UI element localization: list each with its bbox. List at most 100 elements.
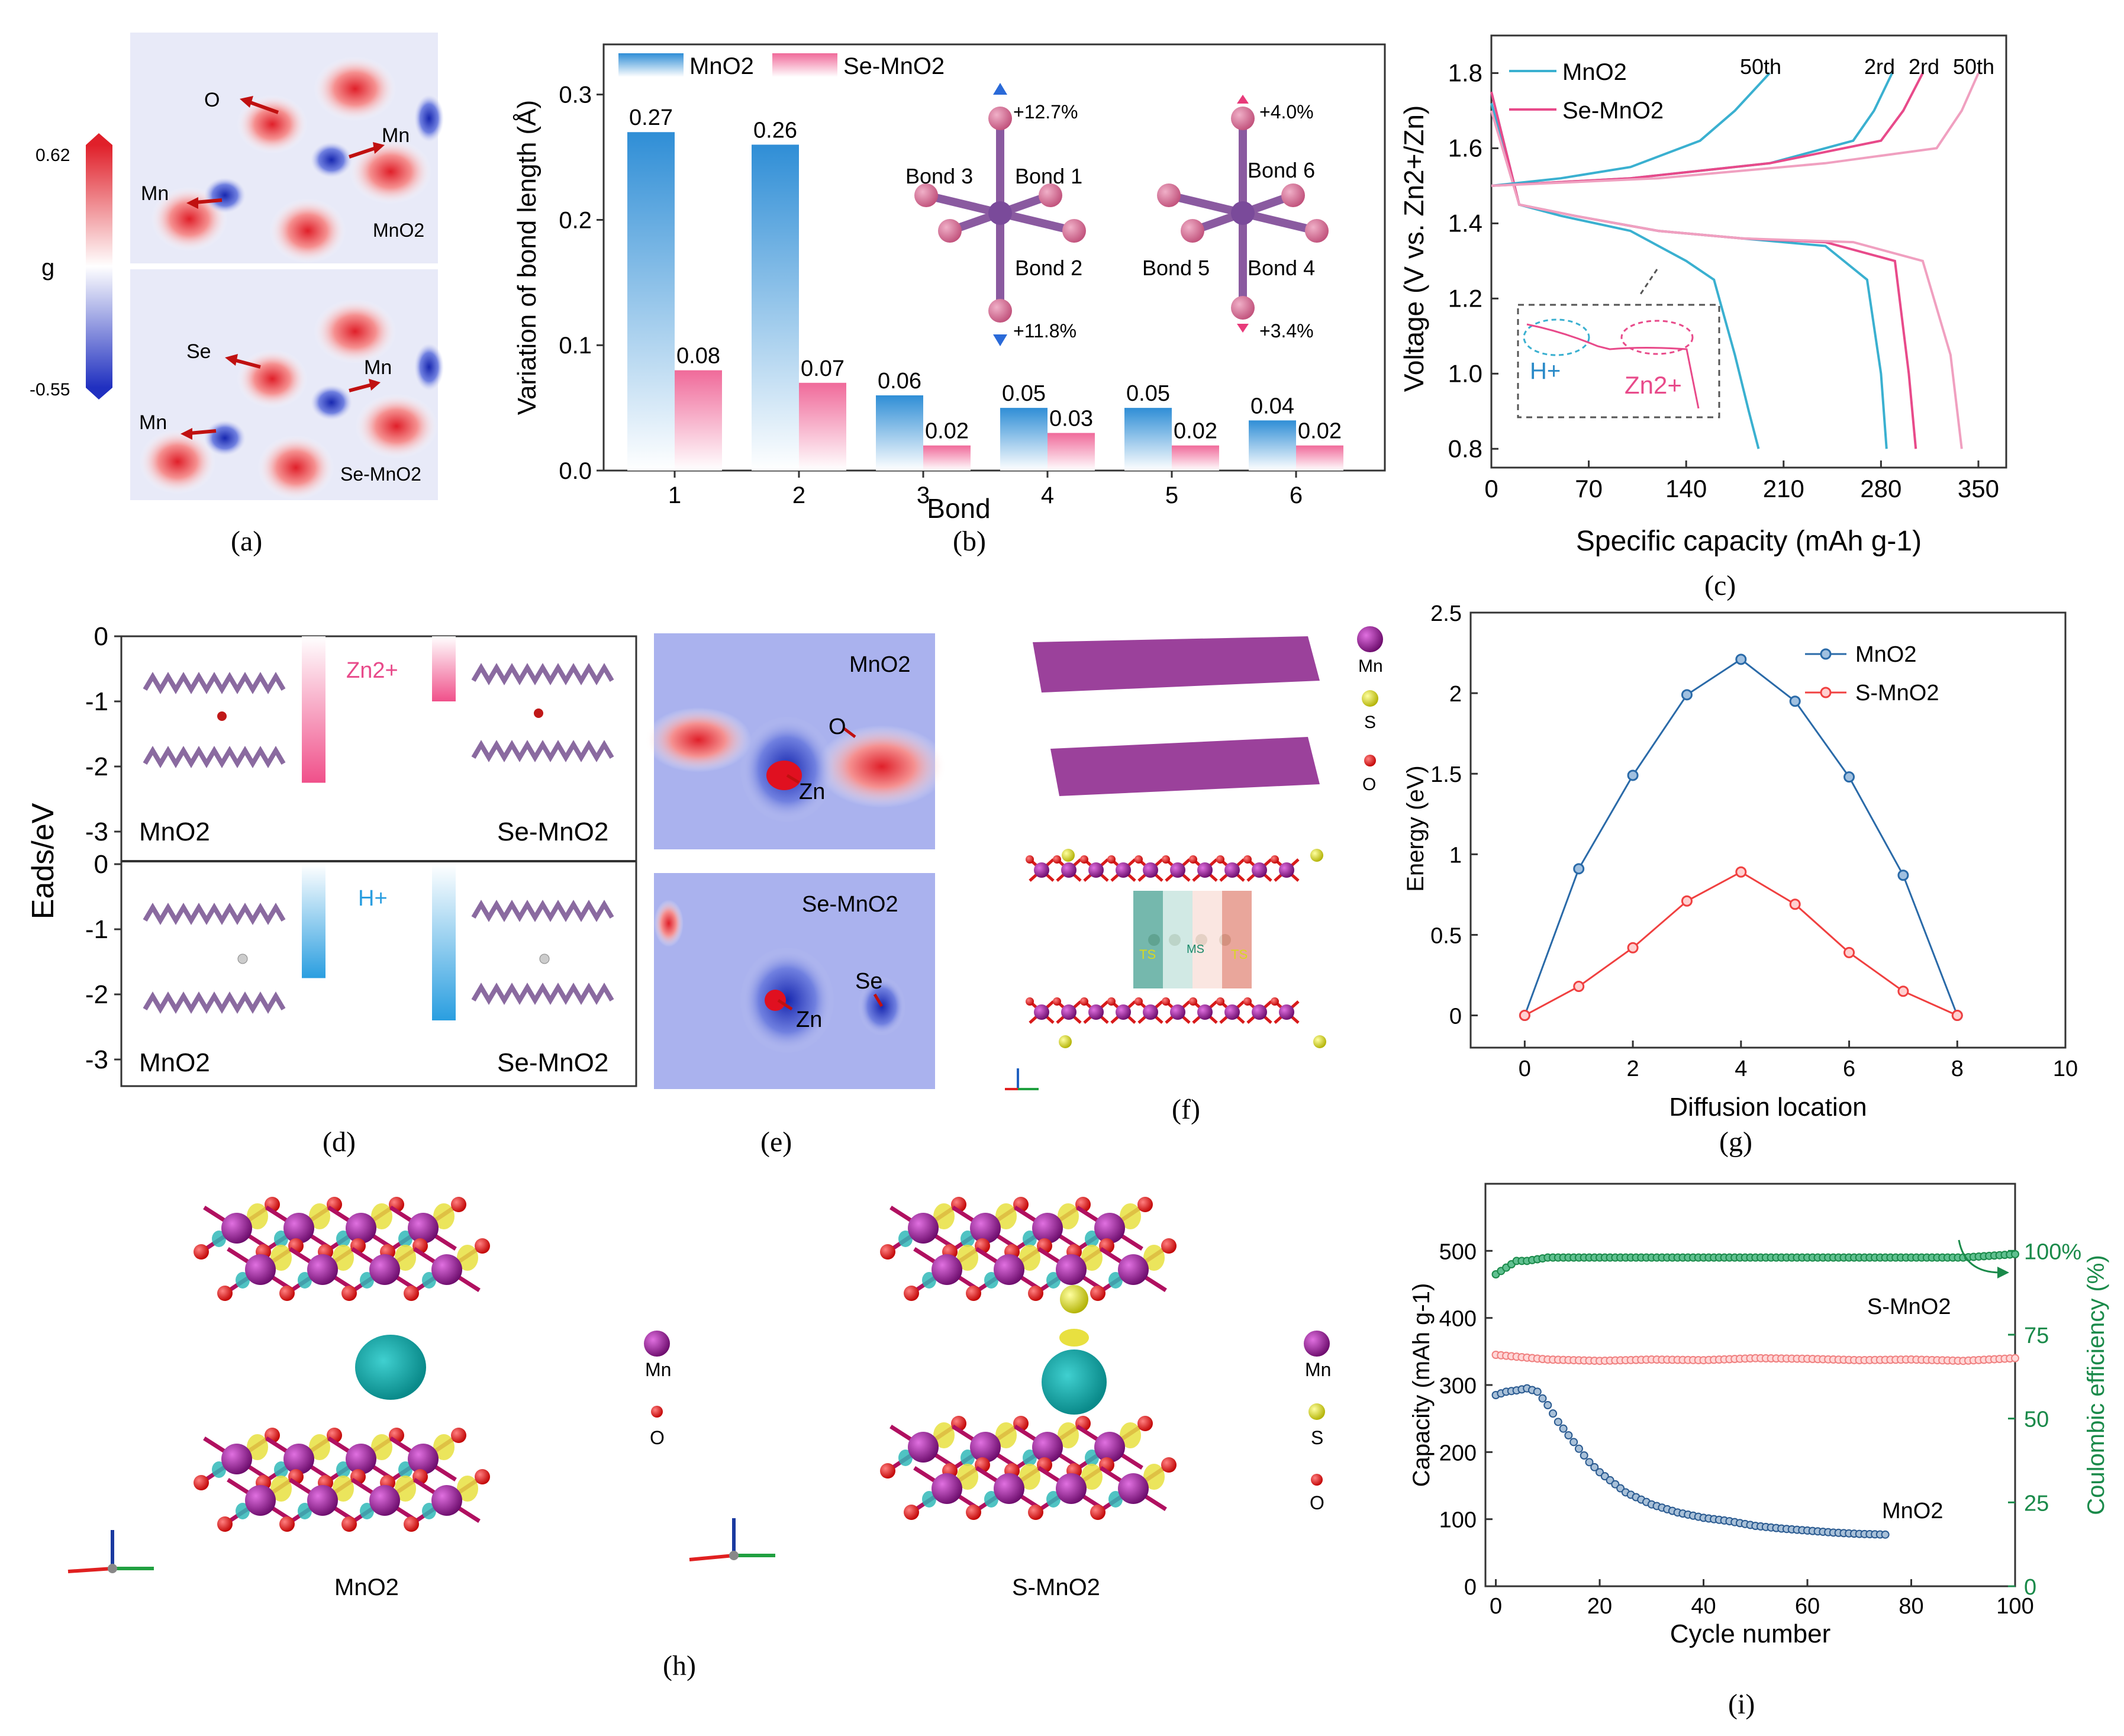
f-layer-bottom-mn-6 — [1197, 1004, 1213, 1020]
h-right-top-charge-c-4 — [922, 1272, 936, 1289]
c-curve-4 — [1490, 110, 1963, 449]
g-legend-mno2: MnO2 — [1855, 642, 1916, 667]
g-ytick-0: 0 — [1449, 1004, 1462, 1029]
f-layer-top-o-5 — [1162, 855, 1170, 864]
h-right-zn-charge — [1042, 1349, 1107, 1415]
i-xtick-5: 100 — [1996, 1594, 2033, 1619]
b-xtick-6: 6 — [1290, 482, 1303, 508]
h-left-bottom-charge-y-4 — [270, 1476, 292, 1502]
annot-bond-2: Bond 2 — [1015, 256, 1082, 280]
f-layer-top-mn-5 — [1170, 862, 1185, 878]
h-left-bottom-mn-7 — [431, 1485, 462, 1516]
panel-a-label-mn-2: Mn — [141, 182, 169, 205]
bar-label-se-mno2-6: 0.02 — [1298, 419, 1342, 444]
h-right-top-mn-3 — [1094, 1213, 1125, 1244]
bar-label-se-mno2-5: 0.02 — [1174, 419, 1217, 444]
h-right-top-mn-2 — [1032, 1213, 1063, 1244]
h-right-top-charge-c-2 — [1023, 1231, 1037, 1247]
d-bar-zn-se-mno2 — [432, 636, 456, 701]
h-left-bottom-o1-5 — [279, 1516, 295, 1532]
bar-se-mno2-5 — [1172, 445, 1219, 471]
annot-bond-1: Bond 1 — [1015, 164, 1082, 188]
f-layer-bottom-mn-7 — [1224, 1004, 1240, 1020]
d-ytick-bottom-2: -2 — [85, 980, 108, 1009]
d-ytick-top-1: -1 — [85, 687, 108, 716]
i-mno2-point-19 — [1590, 1463, 1599, 1471]
panel-a-label-se-mno2: Se-MnO2 — [340, 463, 421, 485]
c-legend-mno2: MnO2 — [1562, 59, 1627, 85]
h-right-top-o1-4 — [904, 1286, 919, 1301]
panel-b-axes: 1 2 3 4 5 6 0.0 0.1 0.2 0.3 Bond Variation of bond … — [513, 82, 1303, 524]
h-right-bottom-charge-c-3 — [1085, 1450, 1099, 1466]
h-left-bottom-charge-y-1 — [309, 1434, 330, 1460]
d-label-bottom-right: Se-MnO2 — [497, 1048, 608, 1077]
h-right-top-mn-7 — [1118, 1254, 1149, 1285]
h-right-bottom-charge-y-1 — [995, 1422, 1017, 1448]
panel-f-ts-2: TS — [1231, 947, 1248, 962]
panel-b-legend-swatch-se — [772, 53, 837, 77]
f-s-atom-1 — [1310, 849, 1323, 862]
h-left-top-o1-6 — [341, 1286, 357, 1301]
f-layer-bottom-mn-1 — [1061, 1004, 1076, 1020]
bar-label-mno2-4: 0.05 — [1002, 381, 1046, 406]
h-left-top-charge-y-6 — [395, 1245, 416, 1271]
bar-label-se-mno2-2: 0.07 — [801, 356, 845, 381]
panel-a-label-mn-3: Mn — [364, 356, 392, 379]
h-right-top-charge-c-3 — [1085, 1231, 1099, 1247]
f-layer-top-mn-9 — [1279, 862, 1294, 878]
panel-label-c: (c) — [1704, 570, 1736, 601]
g-point-2-0 — [1519, 1010, 1530, 1022]
colorbar-label: g — [41, 255, 54, 281]
h-left-top-charge-c-6 — [360, 1272, 374, 1289]
d-label-bottom-left: MnO2 — [139, 1048, 210, 1077]
panel-h-legend-right-o: O — [1310, 1492, 1324, 1513]
h-right-top-charge-y-1 — [995, 1203, 1017, 1229]
h-right-bottom-mn-6 — [1056, 1473, 1087, 1504]
d-ytick-bottom-3: -3 — [85, 1045, 108, 1074]
h-right-bottom-charge-y-7 — [1143, 1464, 1165, 1490]
h-left-top-charge-y-0 — [247, 1203, 268, 1229]
i-mno2-point-14 — [1564, 1431, 1573, 1439]
h-right-bottom-charge-c-5 — [984, 1491, 998, 1508]
b-ytick-3: 0.3 — [559, 82, 592, 108]
g-point-1-5 — [1789, 695, 1801, 707]
i-xlabel: Cycle number — [1670, 1619, 1830, 1648]
h-right-top-o2-3 — [1137, 1197, 1153, 1212]
i-ytick-2: 200 — [1439, 1441, 1477, 1466]
h-right-s-charge — [1059, 1329, 1089, 1347]
panel-f-legend-s: S — [1364, 713, 1376, 732]
c-frame — [1490, 34, 2007, 469]
panel-label-b: (b) — [953, 526, 986, 557]
panel-b-legend-se: Se-MnO2 — [843, 53, 945, 79]
h-left-bottom-mn-6 — [369, 1485, 400, 1516]
h-left-top-o2-7 — [475, 1238, 490, 1254]
c-xtick-2: 140 — [1665, 475, 1707, 503]
c-ytick-0: 0.8 — [1448, 434, 1482, 462]
h-left-bottom-charge-c-3 — [398, 1461, 412, 1478]
i-mno2-point-15 — [1569, 1438, 1578, 1447]
b-xtick-3: 3 — [917, 482, 930, 508]
panel-f-slab-2 — [1050, 737, 1320, 796]
g-ytick-5: 2.5 — [1430, 601, 1462, 626]
c-inset-curve — [1526, 323, 1700, 409]
panel-e-label-zn-2: Zn — [796, 1007, 822, 1032]
g-xtick-4: 8 — [1951, 1057, 1964, 1081]
h-right-top-charge-y-3 — [1120, 1203, 1141, 1229]
bar-label-mno2-5: 0.05 — [1126, 381, 1170, 406]
h-right-bottom-o2-7 — [1161, 1457, 1177, 1473]
f-s-atom-0 — [1062, 849, 1075, 862]
panel-h-legend-left-o: O — [650, 1427, 665, 1448]
i-annot-s-mno2: S-MnO2 — [1867, 1294, 1951, 1319]
h-right-top-o1-0 — [880, 1244, 895, 1260]
b-ytick-2: 0.2 — [559, 207, 592, 233]
f-s-atom-2 — [1059, 1035, 1072, 1048]
h-left-bottom-mn-0 — [221, 1444, 252, 1474]
bar-se-mno2-6 — [1296, 445, 1343, 471]
h-left-bottom-mn-4 — [245, 1485, 276, 1516]
h-left-bottom-charge-y-3 — [433, 1434, 455, 1460]
c-xtick-1: 70 — [1575, 475, 1603, 503]
d-struct-6 — [143, 991, 286, 1014]
h-left-bottom-charge-y-5 — [333, 1476, 354, 1502]
g-point-2-6 — [1843, 946, 1855, 958]
h-left-top-charge-c-2 — [336, 1231, 350, 1247]
